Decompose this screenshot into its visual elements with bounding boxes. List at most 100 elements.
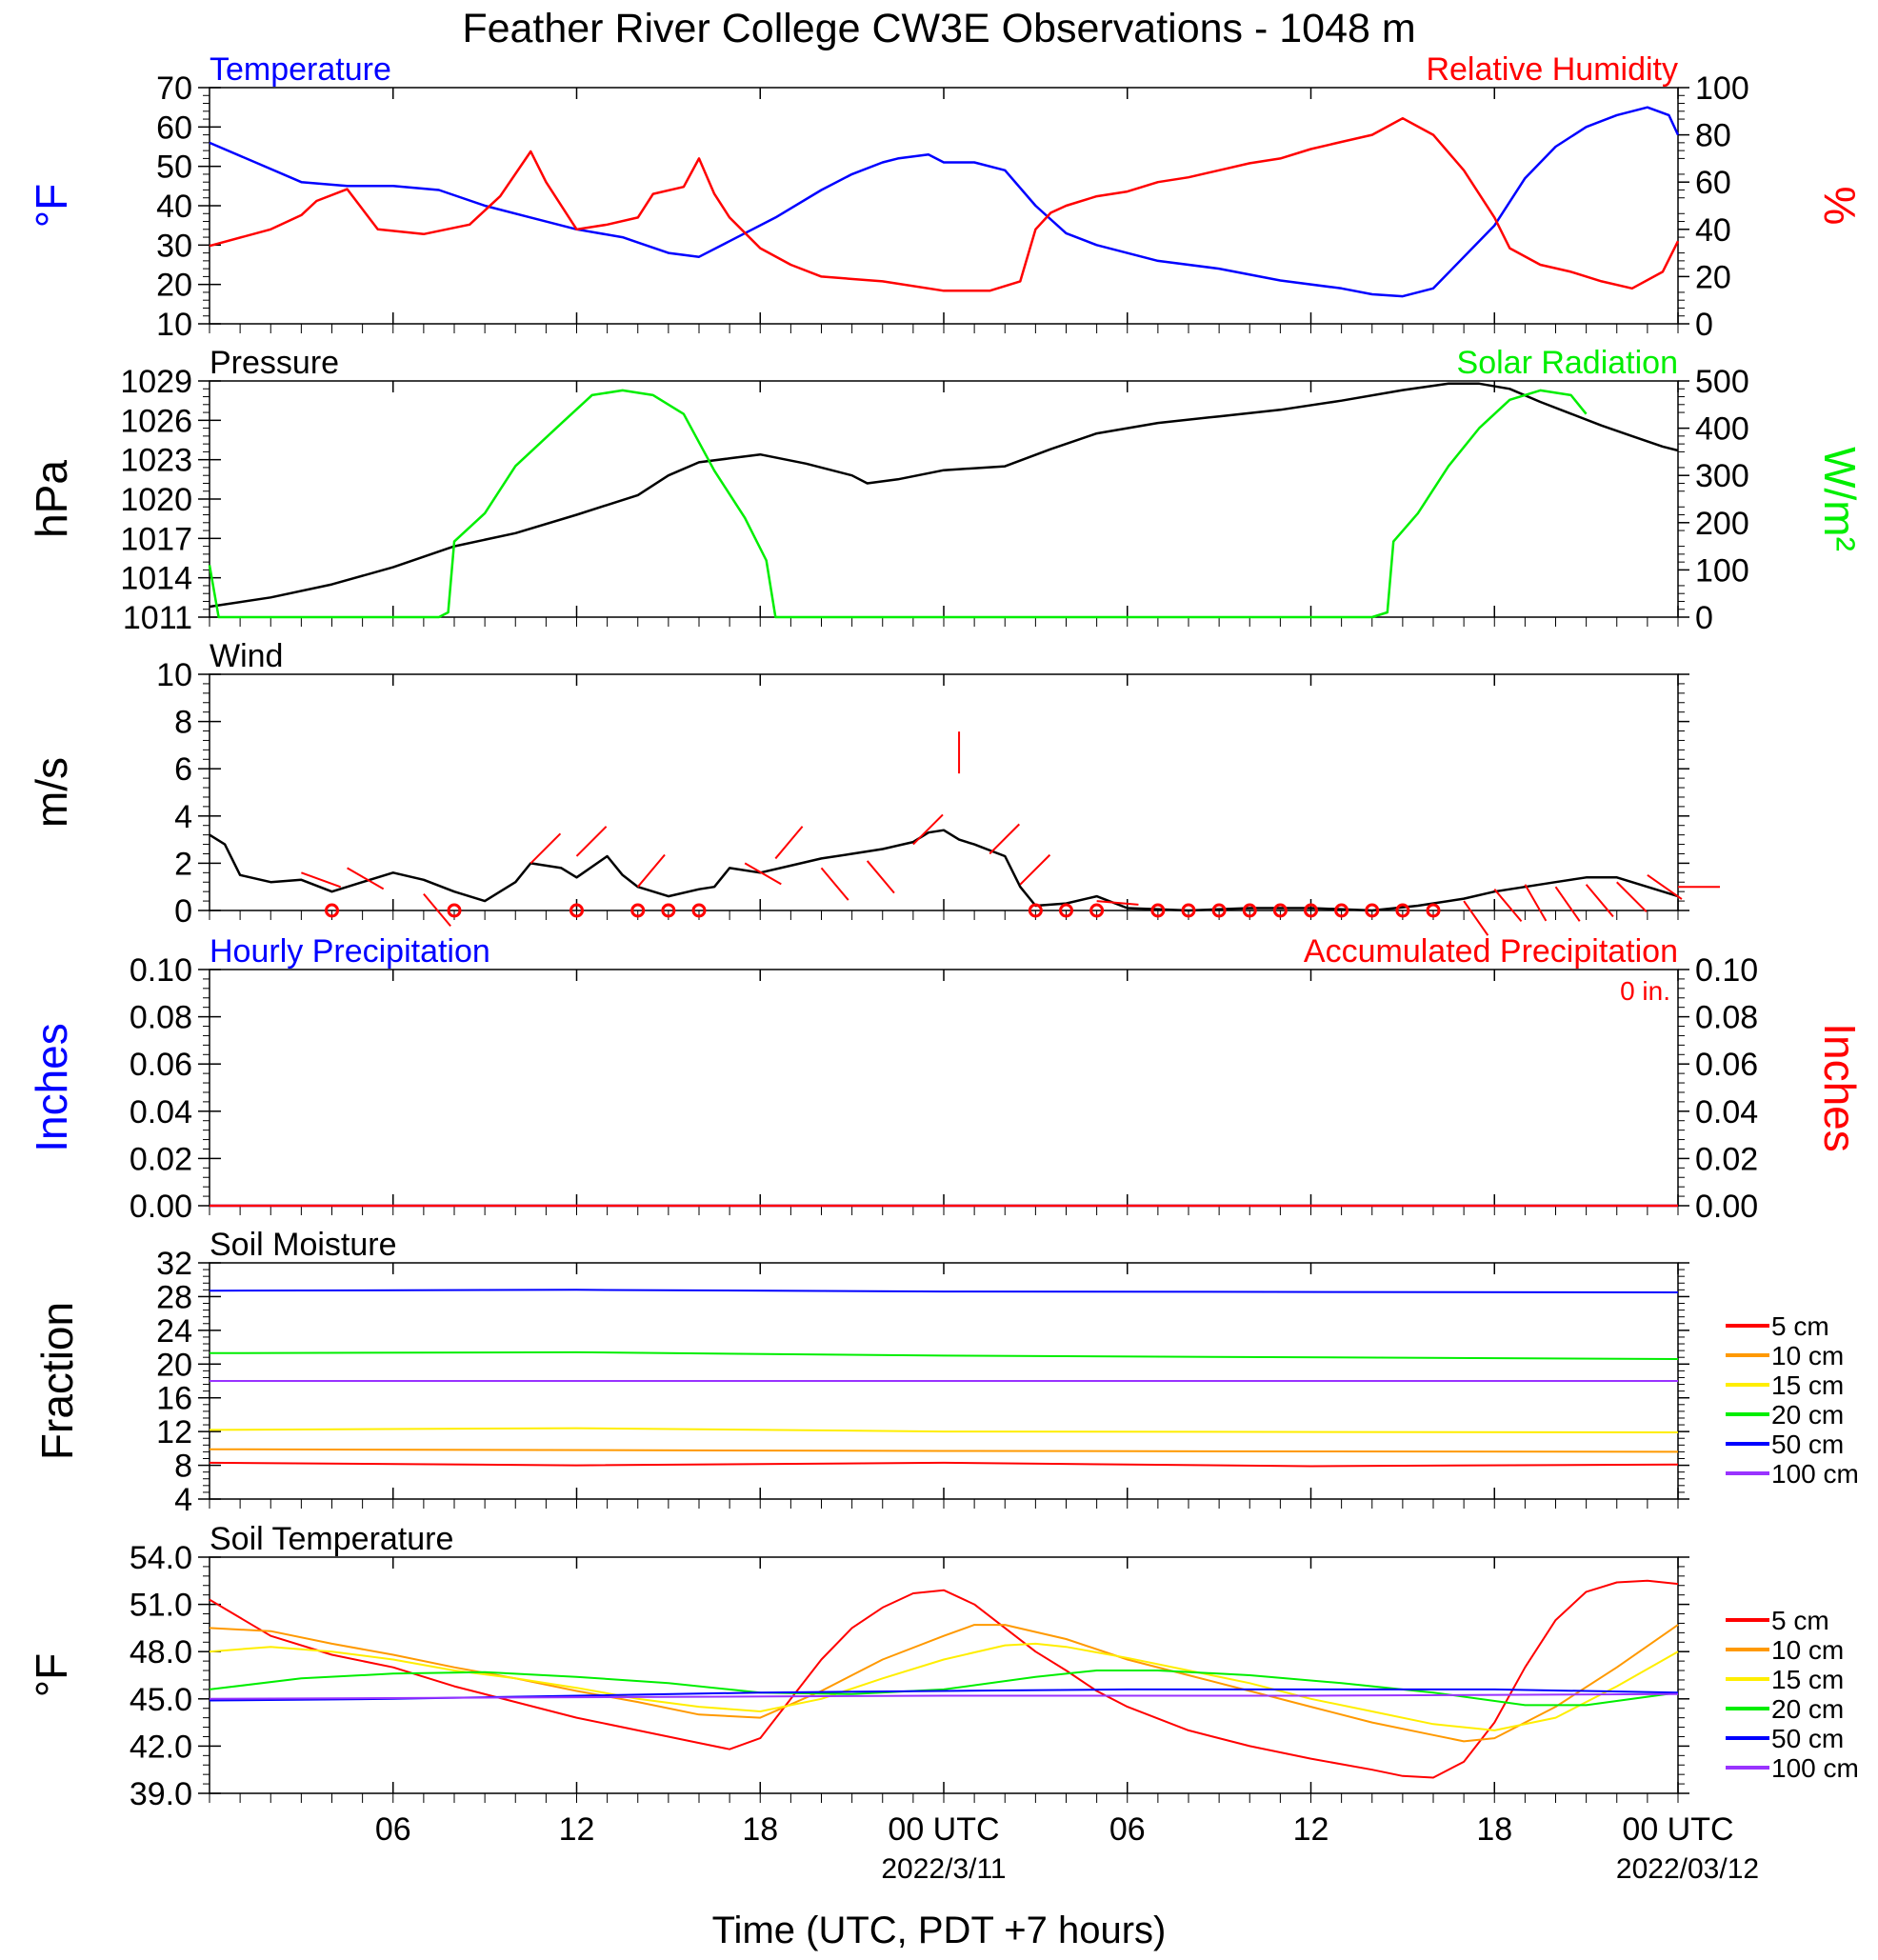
wind-barb — [636, 853, 666, 888]
wind-barb — [866, 860, 895, 894]
panel-title-right: Accumulated Precipitation — [1304, 933, 1678, 970]
series-line — [209, 1289, 1679, 1293]
y-tick-label: 54.0 — [130, 1540, 192, 1576]
calm-wind-circle — [1426, 903, 1441, 918]
series-line — [209, 1670, 1679, 1707]
calm-wind-circle — [1028, 903, 1043, 918]
calm-wind-circle — [569, 903, 584, 918]
y-tick-label: 0.08 — [130, 1000, 192, 1036]
series-line — [209, 1579, 1679, 1779]
y-axis-unit-left: Fraction — [32, 1302, 82, 1460]
calm-wind-circle — [1181, 903, 1196, 918]
y-right-tick-label: 200 — [1695, 506, 1749, 542]
calm-wind-circle — [447, 903, 462, 918]
series-group-wind — [209, 731, 1720, 936]
y-right-tick-label: 500 — [1695, 364, 1749, 400]
legend-label: 5 cm — [1771, 1311, 1829, 1341]
wind-barb — [301, 871, 342, 889]
y-tick-label: 30 — [156, 228, 192, 264]
y-tick-label: 0.02 — [130, 1141, 192, 1177]
legend-label: 100 cm — [1771, 1753, 1859, 1783]
y-tick-label: 70 — [156, 70, 192, 107]
series-line — [209, 1448, 1679, 1453]
series-line — [209, 116, 1680, 292]
legend-label: 10 cm — [1771, 1635, 1844, 1665]
wind-barb — [744, 862, 782, 886]
wind-barb — [1096, 900, 1139, 906]
x-tick-label: 06 — [1109, 1811, 1146, 1848]
panel-title-left: Pressure — [210, 345, 339, 381]
calm-wind-circle — [1211, 903, 1227, 918]
wind-barb — [1647, 873, 1683, 900]
wind-barb — [347, 867, 385, 890]
y-right-tick-label: 0.10 — [1695, 952, 1758, 989]
wind-barb — [1493, 889, 1523, 923]
chart-title: Feather River College CW3E Observations … — [462, 6, 1415, 51]
panel-title-right: Relative Humidity — [1426, 51, 1678, 88]
y-right-tick-label: 0 — [1695, 307, 1713, 343]
panel-soil_temp: 54.0 51.0 48.0 45.0 42.0 39.0 Soil Temperature… — [27, 1521, 1859, 1812]
y-tick-label: 0 — [174, 893, 192, 930]
y-right-tick-label: 0.00 — [1695, 1189, 1758, 1225]
series-line — [208, 389, 1588, 619]
calm-wind-circle — [1304, 903, 1318, 918]
y-tick-label: 48.0 — [130, 1634, 192, 1670]
y-tick-label: 4 — [174, 799, 192, 835]
panel-title-right: Solar Radiation — [1457, 345, 1678, 381]
y-right-tick-label: 20 — [1695, 259, 1731, 295]
wind-barb — [575, 826, 608, 857]
legend-label: 15 cm — [1771, 1370, 1844, 1400]
y-tick-label: 32 — [156, 1246, 192, 1282]
panel-title-left: Temperature — [210, 51, 391, 88]
y-tick-label: 0.06 — [130, 1047, 192, 1083]
calm-wind-circle — [1059, 903, 1073, 918]
wind-barb — [1524, 884, 1548, 922]
wind-barb — [1585, 884, 1614, 918]
legend-label: 15 cm — [1771, 1665, 1844, 1694]
y-tick-label: 60 — [156, 110, 192, 146]
y-axis-unit-left: m/s — [27, 757, 76, 828]
wind-barb — [774, 826, 804, 860]
series-group-soil_moisture — [209, 1289, 1679, 1468]
y-tick-label: 8 — [174, 1449, 192, 1485]
y-tick-label: 12 — [156, 1414, 192, 1450]
series-line — [209, 1427, 1679, 1433]
y-tick-label: 42.0 — [130, 1729, 192, 1765]
x-axis-label: Time (UTC, PDT +7 hours) — [712, 1910, 1167, 1951]
y-right-tick-label: 100 — [1695, 70, 1749, 107]
y-tick-label: 1023 — [120, 443, 192, 479]
series-line — [209, 1642, 1679, 1731]
y-tick-label: 39.0 — [130, 1776, 192, 1812]
y-tick-label: 2 — [174, 846, 192, 882]
calm-wind-circle — [1089, 903, 1105, 918]
y-tick-label: 8 — [174, 705, 192, 741]
calm-wind-circle — [1242, 903, 1257, 918]
y-tick-label: 1011 — [123, 600, 192, 636]
legend-label: 50 cm — [1771, 1724, 1844, 1753]
y-tick-label: 0.04 — [130, 1094, 192, 1130]
y-tick-label: 10 — [156, 657, 192, 693]
wind-barb — [1616, 881, 1648, 913]
y-tick-label: 50 — [156, 150, 192, 186]
series-line — [209, 1624, 1679, 1743]
series-line — [209, 382, 1679, 609]
x-tick-label: 18 — [1476, 1811, 1512, 1848]
calm-wind-circle — [1365, 903, 1380, 918]
legend-label: 20 cm — [1771, 1694, 1844, 1724]
panel-title-left: Soil Moisture — [210, 1227, 397, 1263]
y-tick-label: 0.00 — [130, 1189, 192, 1225]
y-tick-label: 6 — [174, 751, 192, 788]
calm-wind-circle — [1150, 903, 1166, 918]
y-axis-unit-left: °F — [27, 1653, 76, 1698]
y-tick-label: 16 — [156, 1381, 192, 1417]
y-right-tick-label: 40 — [1695, 212, 1731, 249]
legend-label: 10 cm — [1771, 1341, 1844, 1370]
panel-precip: 0.10 0.08 0.06 0.04 0.02 0.00 0.10 0.08 0.06 0.04… — [27, 933, 1865, 1225]
calm-wind-circle — [691, 903, 707, 918]
y-tick-label: 40 — [156, 189, 192, 225]
y-tick-label: 1020 — [120, 482, 192, 518]
y-right-tick-label: 0.04 — [1695, 1094, 1758, 1130]
wind-barb — [989, 823, 1021, 855]
legend-label: 5 cm — [1771, 1606, 1829, 1635]
